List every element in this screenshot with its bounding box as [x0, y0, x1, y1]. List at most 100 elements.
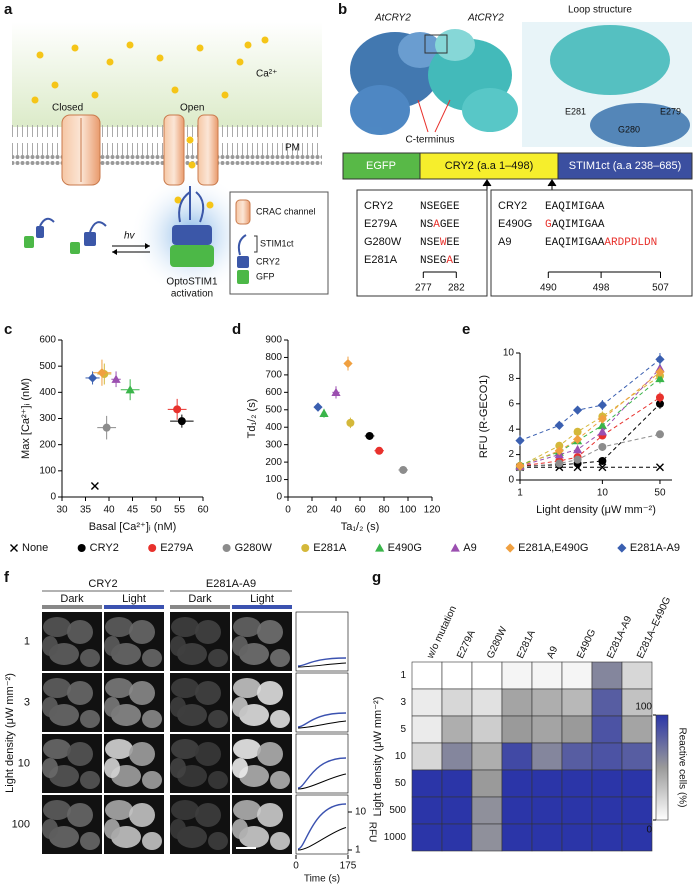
y-tick-label: 300 [265, 439, 282, 450]
cell [142, 832, 162, 850]
marker [598, 442, 607, 451]
label: Ca²⁺ [256, 69, 277, 80]
legend-label: E281A [313, 542, 347, 554]
cell [233, 800, 261, 820]
row-label: 1 [24, 635, 30, 647]
cell [67, 620, 93, 644]
cell [129, 742, 155, 766]
heatmap-cell [471, 742, 503, 771]
cell [105, 800, 133, 820]
row-label: 10 [395, 751, 407, 762]
marker [111, 374, 121, 383]
marker [313, 402, 323, 412]
y-tick-label: 800 [265, 352, 282, 363]
heatmap-cell [411, 796, 443, 825]
cell [80, 710, 100, 728]
heatmap-cell [501, 688, 533, 717]
residue: E279 [660, 106, 681, 116]
heatmap-cell [621, 823, 653, 852]
sequence-segment: NS [420, 219, 434, 231]
cell [43, 800, 71, 820]
row-label: 3 [400, 697, 406, 708]
construct-segment [342, 152, 421, 180]
marker [77, 544, 86, 552]
cell [270, 710, 290, 728]
marker [655, 399, 664, 408]
cell [42, 697, 58, 717]
y-tick-label: 0 [50, 492, 56, 503]
label: Loop structure [568, 5, 632, 16]
cell [67, 742, 93, 766]
variant-name: E279A [364, 218, 398, 230]
row-label: 10 [18, 757, 30, 769]
cell [232, 636, 248, 656]
heatmap-cell [441, 661, 473, 690]
legend-item: A9 [450, 542, 477, 554]
heatmap-cell [471, 823, 503, 852]
sequence-segment: EE [446, 237, 460, 249]
pointer [417, 99, 429, 133]
x-axis-label: Light density (μW mm⁻²) [536, 504, 656, 516]
x-tick-label: 45 [127, 505, 139, 516]
protein-name: AtCRY2 [467, 13, 504, 24]
legend-item: E281A,E490G [505, 542, 588, 554]
trace-mutant [297, 803, 347, 850]
sequence-segment: G [545, 219, 552, 231]
marker [515, 436, 525, 446]
heatmap-cell [471, 688, 503, 717]
x-tick-label: 120 [424, 505, 441, 516]
cell [129, 681, 155, 705]
cell [80, 832, 100, 850]
cell [42, 636, 58, 656]
cell [80, 771, 100, 789]
series-line [519, 378, 661, 466]
construct-label: CRY2 (a.a 1–498) [445, 160, 533, 172]
cell [233, 678, 261, 698]
cell [80, 649, 100, 667]
marker [655, 367, 665, 377]
cell [170, 636, 186, 656]
heatmap-cell [411, 661, 443, 690]
trace-frame [295, 611, 349, 672]
calcium-ions [31, 36, 269, 209]
x-tick-label: 50 [150, 505, 162, 516]
heatmap-cell [501, 715, 533, 744]
y-axis-label: Light density (μW mm⁻²) [4, 673, 16, 793]
heatmap-cell [591, 823, 623, 852]
column-label: E490G [575, 627, 598, 660]
marker [148, 544, 157, 552]
marker [222, 544, 231, 552]
y-tick-label: 400 [265, 422, 282, 433]
marker [87, 373, 98, 383]
heatmap-cell [621, 715, 653, 744]
trace-control [297, 720, 347, 729]
cell [104, 697, 120, 717]
cell [43, 678, 71, 698]
trace-frame [295, 672, 349, 733]
legend-item: E281A [301, 542, 347, 554]
cell [233, 617, 261, 637]
marker [655, 463, 664, 472]
cell [43, 739, 71, 759]
legend-item: G280W [222, 542, 273, 554]
trace-y-label: RFU [366, 822, 377, 843]
x-tick-label: 0 [285, 505, 291, 516]
legend-item: E279A [148, 542, 194, 554]
variant-name: E281A [364, 254, 398, 266]
x-tick-label: 55 [174, 505, 186, 516]
x-tick-label: 60 [354, 505, 366, 516]
marker [573, 427, 582, 436]
arrow [547, 179, 557, 190]
y-tick-label: 400 [39, 387, 56, 398]
y-tick-label: 700 [265, 370, 282, 381]
y-tick-label: 600 [39, 335, 56, 346]
construct-segment [419, 152, 559, 180]
heatmap-cell [591, 769, 623, 798]
condition-label: Dark [188, 593, 212, 605]
heatmap-cell [441, 715, 473, 744]
heatmap-cell [621, 661, 653, 690]
sequence-segment: NSE [420, 237, 440, 249]
marker [102, 423, 111, 432]
legend-icon [237, 234, 247, 256]
arrow [112, 243, 150, 255]
